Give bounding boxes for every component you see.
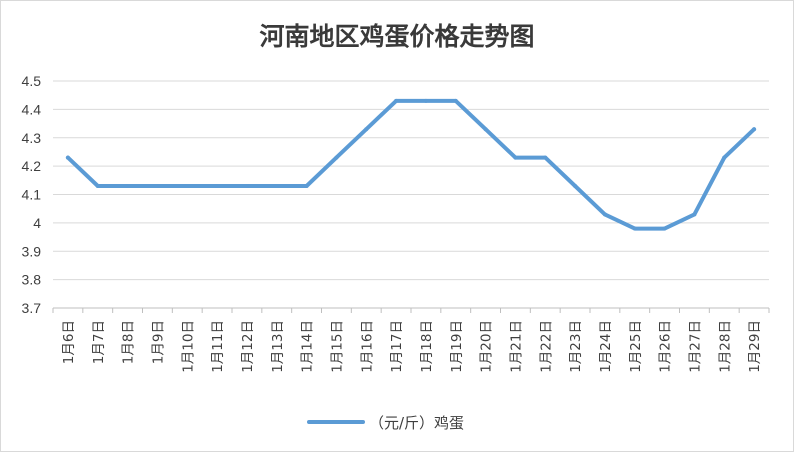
y-tick-label: 4.3 bbox=[22, 130, 42, 146]
data-point bbox=[453, 98, 458, 103]
x-tick-label: 1月28日 bbox=[717, 320, 733, 373]
x-tick-label: 1月12日 bbox=[240, 320, 256, 373]
x-tick-label: 1月10日 bbox=[180, 320, 196, 373]
x-axis: 1月6日 1月7日 1月8日 1月9日 1月10日 1月11日 1月12日 1月13日 1月14… bbox=[52, 307, 770, 373]
data-point bbox=[274, 183, 279, 188]
x-tick-label: 1月19日 bbox=[449, 320, 465, 373]
x-tick-label: 1月24日 bbox=[598, 320, 614, 373]
data-point bbox=[483, 127, 488, 132]
x-tick-label: 1月7日 bbox=[91, 320, 107, 364]
x-tick-label: 1月11日 bbox=[210, 320, 226, 373]
y-tick-label: 3.9 bbox=[22, 243, 42, 259]
data-point bbox=[304, 183, 309, 188]
data-point bbox=[602, 212, 607, 217]
data-point bbox=[513, 155, 518, 160]
x-tick-label: 1月25日 bbox=[628, 320, 644, 373]
x-tick-label: 1月8日 bbox=[121, 320, 137, 364]
y-tick-label: 4 bbox=[33, 215, 41, 231]
x-tick-label: 1月6日 bbox=[61, 320, 77, 364]
data-point bbox=[632, 226, 637, 231]
x-tick-label: 1月14日 bbox=[300, 320, 316, 373]
x-tick-label: 1月22日 bbox=[538, 320, 554, 373]
data-point bbox=[573, 183, 578, 188]
y-tick-label: 4.2 bbox=[22, 158, 42, 174]
data-point bbox=[185, 183, 190, 188]
y-tick-label: 3.8 bbox=[22, 272, 42, 288]
data-point bbox=[95, 183, 100, 188]
data-point bbox=[65, 155, 70, 160]
series-layer bbox=[65, 98, 757, 231]
legend: （元/斤）鸡蛋 bbox=[307, 414, 464, 432]
data-point bbox=[692, 212, 697, 217]
data-point bbox=[364, 127, 369, 132]
x-tick-label: 1月23日 bbox=[568, 320, 584, 373]
x-tick-label: 1月29日 bbox=[747, 320, 763, 373]
x-tick-label: 1月15日 bbox=[329, 320, 345, 373]
x-tick-label: 1月13日 bbox=[270, 320, 286, 373]
y-tick-label: 4.4 bbox=[22, 101, 42, 117]
x-tick-label: 1月18日 bbox=[419, 320, 435, 373]
x-tick-label: 1月20日 bbox=[479, 320, 495, 373]
gridlines bbox=[53, 80, 769, 281]
data-point bbox=[543, 155, 548, 160]
data-point bbox=[125, 183, 130, 188]
data-point bbox=[423, 98, 428, 103]
x-tick-label: 1月17日 bbox=[389, 320, 405, 373]
y-axis-ticks: 3.7 3.8 3.9 4 4.1 4.2 4.3 4.4 4.5 bbox=[22, 73, 42, 316]
data-point bbox=[215, 183, 220, 188]
data-point bbox=[394, 98, 399, 103]
x-tick-label: 1月16日 bbox=[359, 320, 375, 373]
data-point bbox=[722, 155, 727, 160]
y-tick-label: 4.5 bbox=[22, 73, 42, 89]
x-tick-label: 1月9日 bbox=[150, 320, 166, 364]
x-tick-label: 1月26日 bbox=[658, 320, 674, 373]
data-point bbox=[662, 226, 667, 231]
series-line bbox=[65, 98, 757, 231]
chart-title: 河南地区鸡蛋价格走势图 bbox=[259, 22, 534, 51]
legend-label: （元/斤）鸡蛋 bbox=[369, 414, 464, 432]
x-tick-label: 1月27日 bbox=[687, 320, 703, 373]
y-tick-label: 3.7 bbox=[22, 300, 42, 316]
data-point bbox=[334, 155, 339, 160]
y-tick-label: 4.1 bbox=[22, 187, 42, 203]
x-tick-label: 1月21日 bbox=[508, 320, 524, 373]
data-point bbox=[752, 127, 757, 132]
data-point bbox=[155, 183, 160, 188]
data-point bbox=[244, 183, 249, 188]
